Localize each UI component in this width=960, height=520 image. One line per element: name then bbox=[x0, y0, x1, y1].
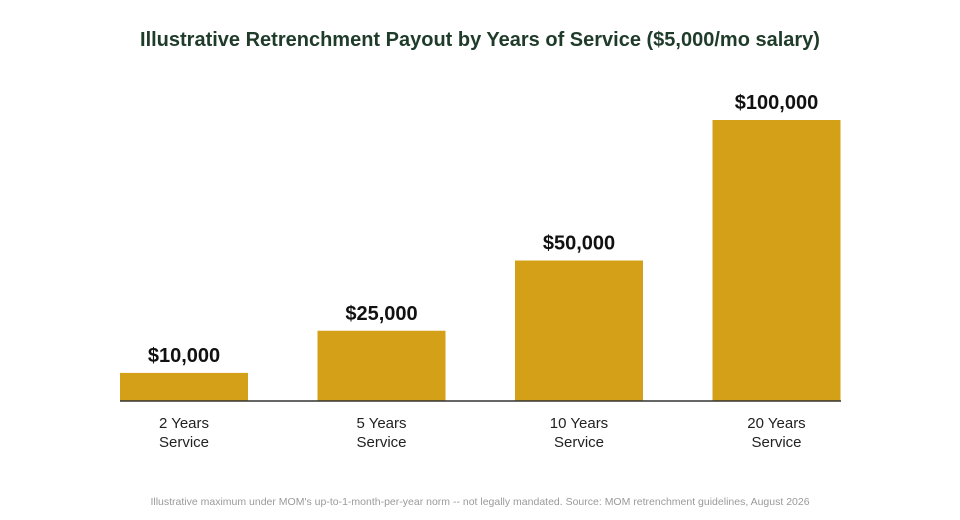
bars-group bbox=[120, 120, 841, 401]
bar-1 bbox=[120, 372, 248, 401]
category-label-line: 2 Years bbox=[159, 415, 209, 432]
value-label-2: $25,000 bbox=[345, 303, 417, 325]
category-label-line: Service bbox=[554, 434, 604, 451]
value-label-1: $10,000 bbox=[148, 345, 220, 367]
category-label-2: 5 Years Service bbox=[356, 415, 406, 451]
bar-2 bbox=[317, 330, 446, 401]
chart-title: Illustrative Retrenchment Payout by Year… bbox=[140, 29, 820, 51]
category-label-line: 20 Years bbox=[747, 415, 805, 432]
bar-3 bbox=[515, 260, 643, 401]
category-label-1: 2 Years Service bbox=[159, 415, 209, 451]
value-label-3: $50,000 bbox=[543, 233, 615, 255]
category-label-3: 10 Years Service bbox=[550, 415, 608, 451]
category-label-line: Service bbox=[159, 434, 209, 451]
category-label-line: 5 Years bbox=[356, 415, 406, 432]
value-label-4: $100,000 bbox=[735, 92, 818, 114]
category-label-line: Service bbox=[356, 434, 406, 451]
category-label-line: Service bbox=[751, 434, 801, 451]
labels-group: $10,000 2 Years Service $25,000 5 Years Servi… bbox=[148, 92, 818, 451]
bar-4 bbox=[712, 120, 841, 401]
category-label-4: 20 Years Service bbox=[747, 415, 805, 451]
source-note: Illustrative maximum under MOM's up-to-1… bbox=[150, 496, 809, 508]
category-label-line: 10 Years bbox=[550, 415, 608, 432]
